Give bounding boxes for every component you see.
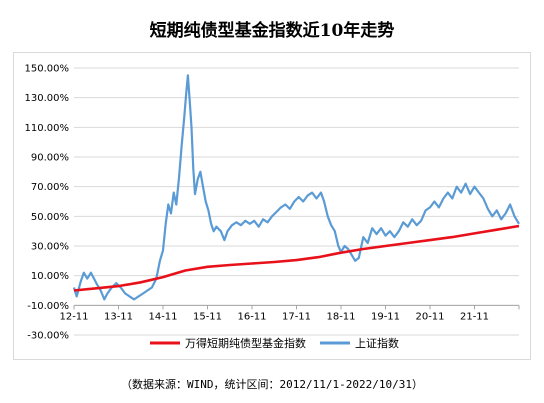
- x-tick-label: 14-11: [148, 311, 177, 322]
- y-tick-label: 130.00%: [25, 93, 70, 104]
- x-tick-label: 13-11: [104, 311, 133, 322]
- x-tick-label: 18-11: [326, 311, 355, 322]
- series-line-bond-fund-index: [73, 224, 520, 292]
- legend: 万得短期纯债型基金指数 上证指数: [150, 336, 399, 350]
- x-tick-label: 19-11: [371, 311, 400, 322]
- legend-label: 万得短期纯债型基金指数: [185, 336, 306, 350]
- x-tick-label: 16-11: [237, 311, 266, 322]
- series-lines: [72, 74, 520, 301]
- y-tick-label: 50.00%: [31, 212, 69, 223]
- x-axis-ticks: 12-11 13-11 14-11 15-11 16-11 17-11 18-11 19-11…: [59, 305, 520, 322]
- y-tick-label: -30.00%: [27, 331, 69, 342]
- x-tick-label: 20-11: [415, 311, 444, 322]
- y-tick-label: 70.00%: [31, 182, 69, 193]
- chart-title: 短期纯债型基金指数近10年走势: [149, 21, 395, 41]
- chart-frame: [13, 52, 531, 360]
- y-tick-label: 110.00%: [25, 123, 70, 134]
- x-tick-label: 17-11: [282, 311, 311, 322]
- x-tick-label: 21-11: [460, 311, 489, 322]
- y-tick-label: 150.00%: [25, 64, 70, 75]
- y-tick-label: 10.00%: [31, 271, 69, 282]
- data-source-note: （数据来源：WIND，统计区间：2012/11/1-2022/10/31）: [121, 378, 423, 391]
- y-tick-label: 90.00%: [31, 153, 69, 164]
- x-tick-label: 12-11: [59, 311, 88, 322]
- y-tick-label: 30.00%: [31, 242, 69, 253]
- series-line-shanghai-index: [72, 74, 520, 301]
- legend-label: 上证指数: [355, 336, 399, 350]
- y-tick-label: -10.00%: [27, 301, 69, 312]
- x-tick-label: 15-11: [193, 311, 222, 322]
- y-axis-ticks: -30.00% -10.00% 10.00% 30.00% 50.00% 70.00% 90…: [25, 64, 70, 342]
